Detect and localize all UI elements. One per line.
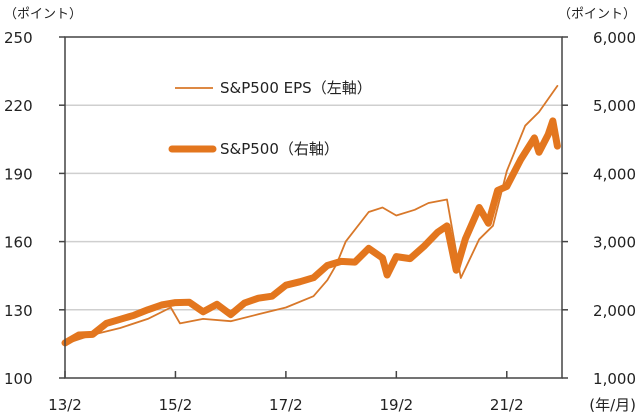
series-line-sp500	[61, 117, 561, 347]
left-tick-label: 160	[4, 234, 33, 252]
right-tick-label: 3,000	[593, 234, 636, 252]
left-tick-label: 190	[4, 165, 33, 183]
left-tick-label: 100	[4, 370, 33, 388]
x-axis-unit: (年/月)	[589, 396, 636, 414]
series-line-eps	[64, 85, 559, 345]
legend: S&P500 EPS（左軸） S&P500（右軸）	[168, 79, 372, 158]
x-tick-label: 15/2	[159, 396, 193, 414]
right-tick-label: 4,000	[593, 165, 636, 183]
right-axis-unit: （ポイント）	[558, 7, 636, 22]
x-tick-label: 19/2	[379, 396, 413, 414]
plot-frame	[64, 36, 563, 379]
x-tick-label: 21/2	[490, 396, 524, 414]
left-tick-label: 130	[4, 302, 33, 320]
right-tick-label: 1,000	[593, 370, 636, 388]
left-tick-label: 250	[4, 29, 33, 47]
gridlines	[65, 104, 562, 311]
right-tick-label: 6,000	[593, 29, 636, 47]
left-tick-label: 220	[4, 97, 33, 115]
x-tick-label: 17/2	[269, 396, 303, 414]
legend-label-eps: S&P500 EPS（左軸）	[220, 79, 372, 97]
x-tick-label: 13/2	[48, 396, 82, 414]
legend-label-sp500: S&P500（右軸）	[220, 140, 339, 158]
left-axis-unit: （ポイント）	[4, 7, 82, 22]
right-tick-label: 2,000	[593, 302, 636, 320]
right-tick-label: 5,000	[593, 97, 636, 115]
